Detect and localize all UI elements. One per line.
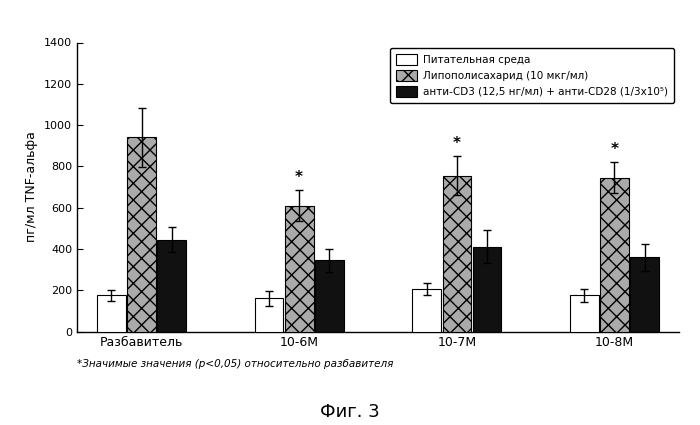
- Text: *: *: [610, 142, 619, 157]
- Bar: [127, 137, 156, 332]
- Text: *: *: [295, 170, 303, 185]
- Bar: [255, 298, 284, 332]
- Bar: [315, 260, 344, 332]
- Bar: [570, 295, 598, 332]
- Bar: [630, 257, 659, 332]
- Bar: [600, 178, 629, 332]
- Bar: [442, 176, 471, 332]
- Legend: Питательная среда, Липополисахарид (10 мкг/мл), анти-CD3 (12,5 нг/мл) + анти-CD2: Питательная среда, Липополисахарид (10 м…: [390, 48, 674, 103]
- Bar: [412, 289, 441, 332]
- Y-axis label: пг/мл TNF-альфа: пг/мл TNF-альфа: [25, 132, 38, 242]
- Text: Фиг. 3: Фиг. 3: [320, 403, 380, 421]
- Bar: [97, 295, 126, 332]
- Bar: [473, 247, 501, 332]
- Text: *: *: [453, 136, 461, 151]
- Bar: [158, 240, 186, 332]
- Bar: [285, 206, 314, 332]
- Text: *Значимые значения (p<0,05) относительно разбавителя: *Значимые значения (p<0,05) относительно…: [77, 359, 393, 369]
